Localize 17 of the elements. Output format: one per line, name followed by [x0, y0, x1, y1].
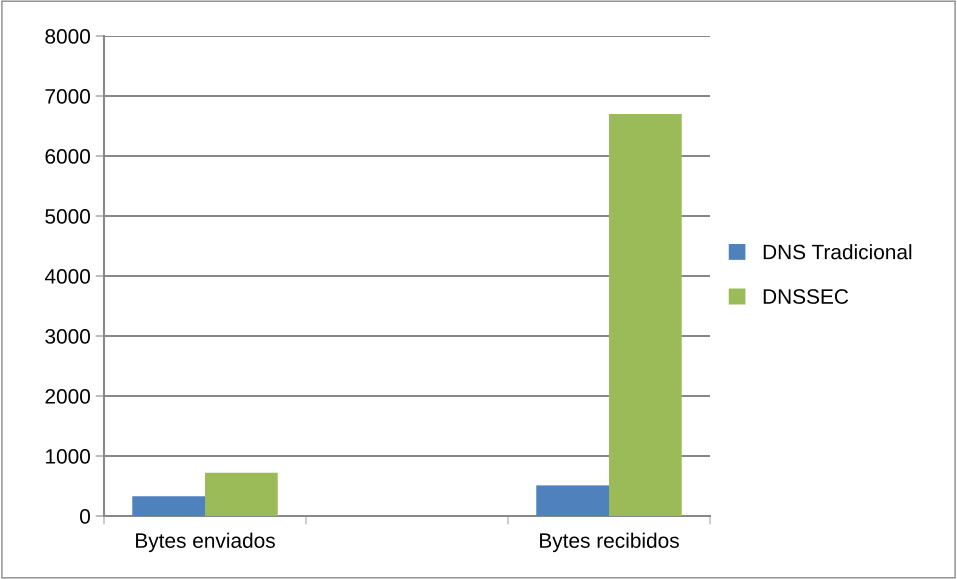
bar: [609, 114, 682, 516]
x-tick-label: Bytes recibidos: [540, 532, 679, 552]
bar: [205, 472, 278, 516]
bar: [536, 485, 609, 516]
y-tick-label: 2000: [46, 389, 90, 404]
y-tick-label: 7000: [46, 89, 90, 104]
y-tick-label: 0: [80, 509, 90, 524]
y-tick-label: 4000: [44, 269, 90, 284]
y-tick-label: 8000: [45, 29, 90, 44]
legend-label: DNS Tradicional: [764, 244, 912, 260]
bar: [132, 496, 205, 516]
legend-label: DNSSEC: [764, 289, 848, 304]
y-tick-label: 6000: [46, 149, 90, 164]
y-tick-label: 3000: [45, 329, 90, 344]
y-tick-label: 5000: [45, 209, 90, 224]
y-tick-label: 1000: [46, 449, 90, 464]
x-tick-label: Bytes enviados: [136, 532, 275, 552]
